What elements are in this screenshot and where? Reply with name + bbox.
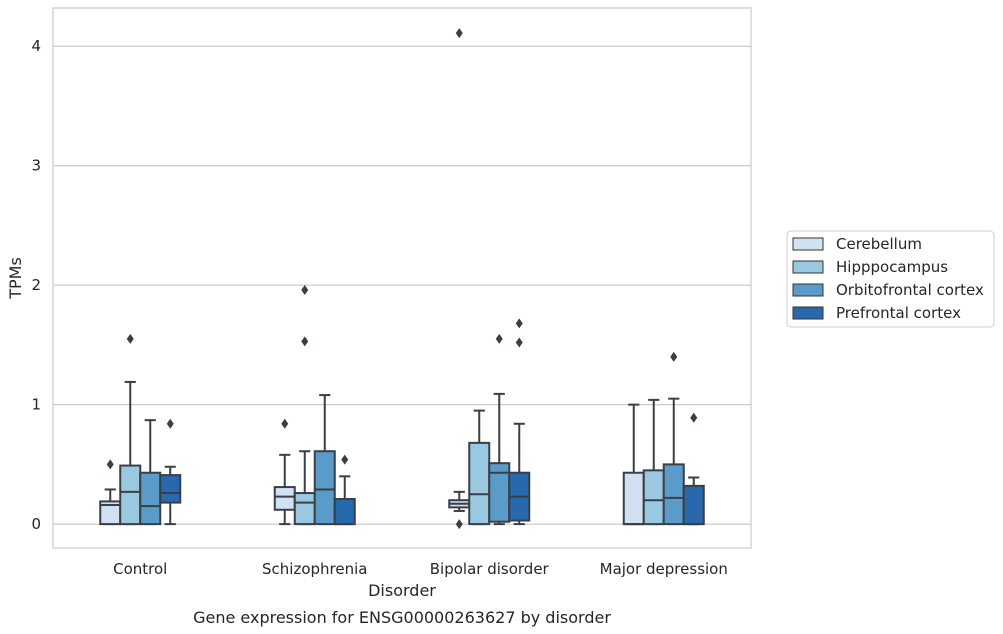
y-tick-label: 2 [31,276,41,294]
outlier-point [515,337,523,348]
y-tick-labels: 0 1 2 3 4 [31,37,41,533]
y-tick-label: 4 [31,37,41,55]
legend-swatch [792,237,824,251]
outlier-point [670,351,678,362]
outlier-point [126,333,134,344]
legend-swatch [792,283,824,297]
legend-label: Cerebellum [836,235,922,253]
legend-swatch [792,306,824,320]
box [293,492,316,526]
y-tick-label: 0 [31,515,41,533]
box [313,450,336,526]
box [642,469,665,526]
plot-frame [52,7,752,549]
legend: Cerebellum Hipppocampus Orbitofrontal cort… [786,230,995,328]
outlier-point [455,28,463,39]
y-tick-label: 1 [31,396,41,414]
box [622,471,645,526]
outlier-point [106,459,114,470]
outlier-point [341,454,349,465]
outlier-point [515,318,523,329]
box [273,486,296,511]
outlier-point [495,333,503,344]
outlier-point [281,418,289,429]
outlier-point [166,418,174,429]
legend-label: Prefrontal cortex [836,304,961,322]
outlier-point [301,284,309,295]
y-tick-label: 3 [31,157,41,175]
x-tick-labels: Control Schizophrenia Bipolar disorder Majo… [113,560,728,578]
box [662,463,685,526]
outlier-point [690,412,698,423]
plot-area [99,28,705,530]
x-tick-label: Major depression [600,560,728,578]
box [333,498,356,526]
chart-caption: Gene expression for ENSG00000263627 by d… [193,608,611,627]
gridlines [53,45,751,525]
box [119,464,142,526]
y-axis-label: TPMs [6,257,25,300]
legend-label: Hipppocampus [836,258,948,276]
legend-frame [786,230,995,328]
legend-label: Orbitofrontal cortex [836,281,984,299]
outlier-point [455,519,463,530]
box [159,474,182,504]
legend-swatch [792,260,824,274]
x-tick-label: Bipolar disorder [430,560,550,578]
x-axis-label: Disorder [368,581,436,600]
x-tick-label: Control [113,560,167,578]
box [468,441,491,526]
box [139,471,162,526]
outlier-point [301,336,309,347]
x-tick-label: Schizophrenia [262,560,367,578]
box [682,484,705,526]
